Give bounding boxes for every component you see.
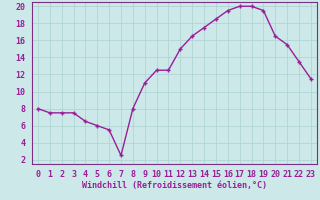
X-axis label: Windchill (Refroidissement éolien,°C): Windchill (Refroidissement éolien,°C) — [82, 181, 267, 190]
